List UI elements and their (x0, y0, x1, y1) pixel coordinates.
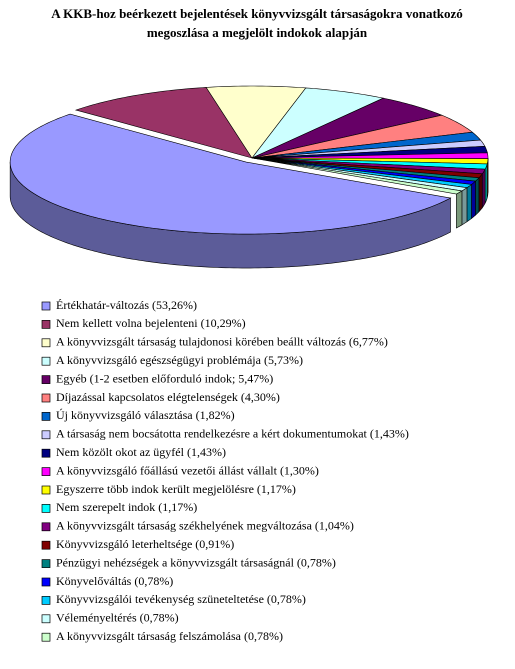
legend-label: A könyvvizsgált társaság székhelyének me… (56, 519, 354, 533)
legend-swatch (41, 320, 51, 329)
legend-swatch (41, 540, 51, 550)
legend-label: A könyvvizsgáló főállású vezetői állást … (56, 463, 319, 477)
legend-swatch (41, 522, 51, 532)
legend-swatch (41, 412, 51, 421)
slice (251, 87, 385, 159)
legend-label: Értékhatár-változás (53,26%) (56, 298, 197, 312)
legend-label: Egyszerre több indok került megjelölésre… (56, 482, 296, 496)
legend-swatch (41, 375, 51, 384)
legend-label: Véleményeltérés (0,78%) (56, 611, 179, 625)
legend-label: Új könyvvizsgáló választása (1,82%) (56, 408, 235, 422)
legend-swatch (41, 504, 51, 513)
legend-swatch (41, 559, 51, 568)
legend-label: Nem kellett volna bejelenteni (10,29%) (56, 316, 246, 330)
legend-swatch (41, 467, 51, 476)
slice (205, 85, 307, 159)
legend-label: Könyvvizsgáló leterheltsége (0,91%) (56, 537, 234, 551)
slice (251, 131, 482, 159)
pie-tops (9, 85, 489, 235)
legend-swatch (41, 632, 51, 642)
legend-label: Nem közölt okot az ügyfél (1,43%) (56, 445, 226, 459)
legend-label: Könyvvizsgálói tevékenység szüneteltetés… (56, 592, 306, 606)
legend-swatch (41, 338, 51, 348)
legend-swatch (41, 430, 51, 440)
legend-label: A könyvvizsgált társaság felszámolása (0… (56, 629, 283, 643)
slice-side (456, 190, 463, 229)
slice (251, 139, 486, 159)
slice-side (478, 172, 483, 213)
legend-swatch (41, 614, 51, 624)
slice (251, 114, 474, 159)
slice (251, 146, 488, 159)
slice-side (475, 177, 480, 216)
legend-label: A könyvvizsgált társaság tulajdonosi kör… (56, 335, 388, 349)
legend-swatch (41, 301, 51, 311)
legend: Értékhatár-változás (53,26%) Nem kellett … (41, 298, 409, 643)
chart-title: A KKB-hoz beérkezett bejelentések könyvv… (51, 6, 463, 40)
legend-label: A társaság nem bocsátotta rendelkezésre … (56, 427, 409, 441)
legend-swatch (41, 393, 51, 403)
legend-swatch (41, 448, 51, 458)
slice-side (461, 187, 468, 226)
slice (251, 97, 443, 159)
slice-side (484, 163, 488, 204)
legend-label: Nem szerepelt indok (1,17%) (56, 500, 197, 514)
legend-label: Pénzügyi nehézségek a könyvvizsgált társ… (56, 555, 336, 569)
legend-swatch (41, 485, 51, 495)
slice (9, 113, 452, 235)
slice (251, 157, 463, 195)
slice-side (466, 183, 472, 223)
slice-side (471, 180, 476, 220)
legend-label: Könyvelőváltás (0,78%) (56, 574, 173, 588)
legend-swatch (41, 356, 51, 366)
slice-side (481, 169, 486, 209)
legend-label: Díjazással kapcsolatos elégtelenségek (4… (56, 390, 280, 404)
legend-label: Egyéb (1-2 esetben előforduló indok; 5,4… (56, 371, 273, 385)
legend-swatch (41, 577, 51, 587)
pie-sides (9, 158, 489, 269)
legend-label: A könyvvizsgáló egészségügyi problémája … (56, 353, 303, 367)
legend-swatch (41, 596, 51, 605)
slice (74, 87, 253, 159)
